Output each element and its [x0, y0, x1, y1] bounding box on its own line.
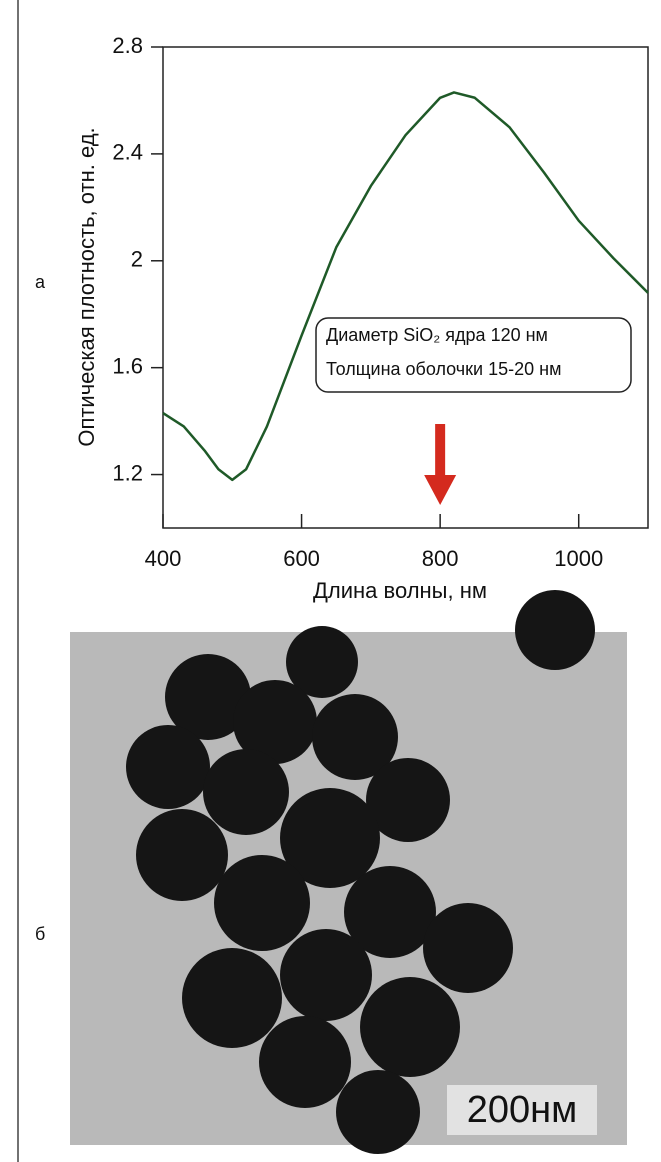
particle [136, 809, 228, 901]
x-axis-label: Длина волны, нм [313, 578, 487, 603]
particle [126, 725, 210, 809]
particle [366, 758, 450, 842]
particle [312, 694, 398, 780]
particle [259, 1016, 351, 1108]
y-tick-label: 2.4 [112, 140, 143, 165]
particle [344, 866, 436, 958]
annotation: Диаметр SiO₂ ядра 120 нм [326, 325, 548, 345]
x-tick-label: 800 [422, 546, 459, 571]
arrow [424, 424, 457, 505]
x-tick-label: 1000 [554, 546, 603, 571]
particle [203, 749, 289, 835]
particle [423, 903, 513, 993]
particle [214, 855, 310, 951]
particle [336, 1070, 420, 1154]
tem-image: 200нм [70, 590, 627, 1154]
annotation: Толщина оболочки 15-20 нм [326, 359, 561, 379]
panel-label: а [35, 272, 46, 292]
data-line [162, 91, 649, 482]
y-tick-label: 2.8 [112, 33, 143, 58]
plot-frame [162, 46, 649, 529]
particle [360, 977, 460, 1077]
particle [165, 654, 251, 740]
x-tick-label: 400 [145, 546, 182, 571]
scale-bar-label: 200нм [467, 1089, 578, 1131]
y-axis-label: Оптическая плотность, отн. ед. [74, 127, 99, 446]
particles [126, 590, 595, 1154]
scale-bar-box [447, 1085, 597, 1135]
y-tick-label: 1.6 [112, 353, 143, 378]
particle [233, 680, 317, 764]
annotation-box [315, 317, 632, 393]
y-tick-label: 2 [131, 247, 143, 272]
panel-label: б [35, 924, 45, 944]
plot: 1.2 1.6 2 2.4 2.8 400 600 800 1000 [112, 33, 649, 571]
y-tick-label: 1.2 [112, 460, 143, 485]
particle [182, 948, 282, 1048]
x-tick-label: 600 [283, 546, 320, 571]
particle [286, 626, 358, 698]
particle [280, 788, 380, 888]
particle [280, 929, 372, 1021]
particle [515, 590, 595, 670]
